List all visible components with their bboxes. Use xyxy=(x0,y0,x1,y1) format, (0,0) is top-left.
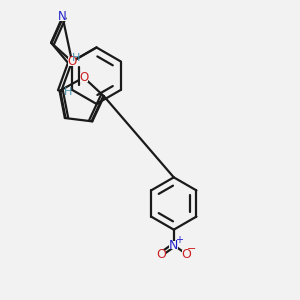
FancyBboxPatch shape xyxy=(169,241,178,249)
Text: O: O xyxy=(79,71,88,84)
Text: +: + xyxy=(175,236,182,245)
FancyBboxPatch shape xyxy=(158,250,165,258)
Text: O: O xyxy=(156,248,166,260)
FancyBboxPatch shape xyxy=(182,250,190,258)
Text: −: − xyxy=(187,244,196,254)
FancyBboxPatch shape xyxy=(80,73,88,82)
Text: O: O xyxy=(181,248,191,260)
Text: O: O xyxy=(68,55,77,68)
FancyBboxPatch shape xyxy=(68,57,76,66)
Text: H: H xyxy=(72,53,80,63)
Text: N: N xyxy=(58,11,67,23)
Text: N: N xyxy=(169,238,178,252)
Text: H: H xyxy=(64,87,72,97)
FancyBboxPatch shape xyxy=(59,13,66,21)
